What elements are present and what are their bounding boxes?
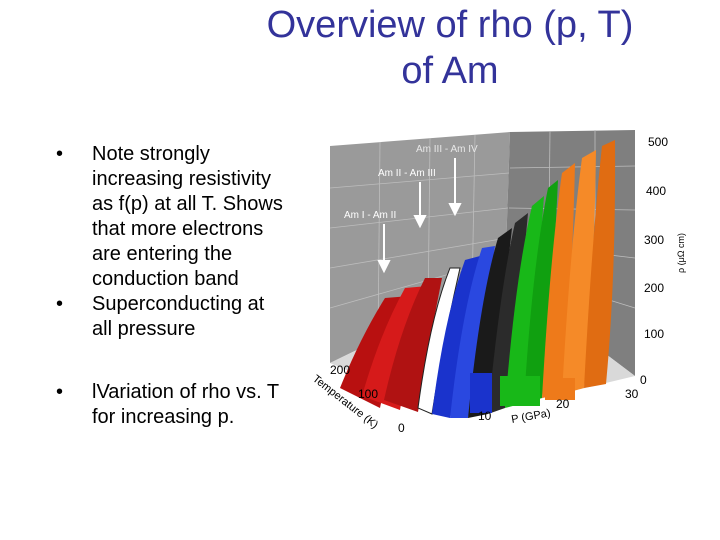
title-line-2: of Am: [401, 50, 499, 92]
phase-arrows: [377, 158, 462, 274]
rho-tick: 100: [644, 327, 664, 341]
slide-title: Overview of rho (p, T) of Am: [200, 2, 700, 94]
bullet-marker: •: [56, 293, 64, 315]
bullet-list: • Note strongly increasing resistivity a…: [56, 142, 286, 430]
green-ribbons: [505, 180, 558, 408]
rho-axis-label: ρ (μΩ cm): [676, 233, 686, 273]
blue-ribbons: [432, 246, 495, 418]
resistivity-3d-plot: Am III - Am IV Am II - Am III Am I - Am …: [300, 118, 710, 438]
phase-label: Am II - Am III: [378, 168, 436, 179]
t-tick: 100: [358, 387, 378, 401]
bullet-text: Superconducting at all pressure: [92, 293, 265, 340]
bullet-item: • lVariation of rho vs. T for increasing…: [56, 380, 286, 430]
bullet-text: lVariation of rho vs. T for increasing p…: [92, 381, 279, 428]
rho-tick: 300: [644, 233, 664, 247]
p-tick: 10: [478, 409, 492, 423]
orange-ribbons: [542, 140, 616, 398]
rho-tick: 0: [640, 373, 647, 387]
rho-tick: 400: [646, 184, 666, 198]
phase-label: Am I - Am II: [344, 210, 396, 221]
rho-tick: 200: [644, 281, 664, 295]
red-ribbons: [340, 278, 442, 412]
bullet-marker: •: [56, 381, 64, 403]
floor-bars: [470, 373, 575, 413]
p-tick: 20: [556, 397, 570, 411]
t-tick: 0: [398, 421, 405, 435]
plot-svg: Am III - Am IV Am II - Am III Am I - Am …: [310, 130, 686, 435]
title-line-1: Overview of rho (p, T): [266, 4, 634, 46]
bullet-marker: •: [56, 143, 64, 165]
left-wall: [330, 132, 510, 363]
p-tick: 30: [625, 387, 639, 401]
rho-tick: 500: [648, 135, 668, 149]
phase-label: Am III - Am IV: [416, 144, 478, 155]
bullet-text: Note strongly increasing resistivity as …: [92, 143, 283, 290]
dark-ribbons: [468, 213, 528, 418]
t-tick: 200: [330, 363, 350, 377]
bullet-item: • Superconducting at all pressure: [56, 292, 286, 342]
bullet-item: • Note strongly increasing resistivity a…: [56, 142, 286, 292]
p-axis-label: P (GPa): [510, 407, 551, 426]
